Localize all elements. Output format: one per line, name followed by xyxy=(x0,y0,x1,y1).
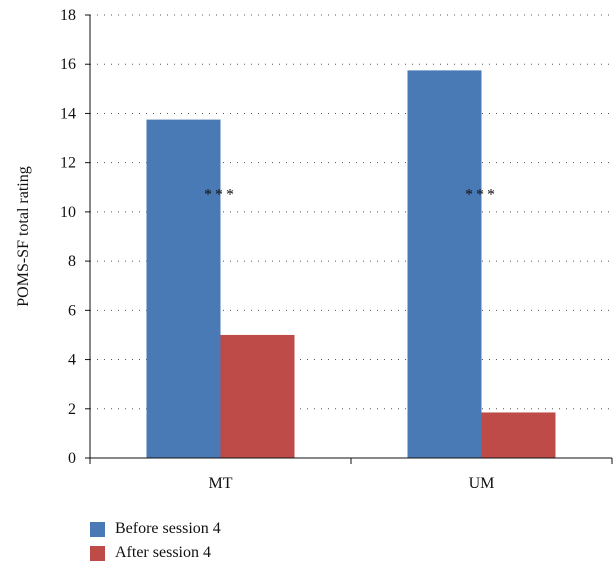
x-tick-label-mt: MT xyxy=(209,475,233,492)
y-tick-label: 6 xyxy=(68,302,76,319)
legend-label-before: Before session 4 xyxy=(115,520,221,537)
legend-swatch-after xyxy=(90,545,105,561)
y-tick-label: 0 xyxy=(68,450,76,467)
y-tick-label: 14 xyxy=(60,105,76,122)
axes xyxy=(85,14,613,464)
legend: Before session 4 After session 4 xyxy=(90,519,221,563)
significance-marker-um: *** xyxy=(465,187,498,204)
y-tick-label: 10 xyxy=(60,204,76,221)
significance-marker-mt: *** xyxy=(204,187,237,204)
bar-mt-before xyxy=(146,119,221,458)
y-tick-label: 8 xyxy=(68,253,76,270)
bar-mt-after xyxy=(220,334,295,458)
y-axis-label: POMS-SF total rating xyxy=(15,166,32,306)
bars xyxy=(146,70,556,458)
labels: 0 2 4 6 8 10 12 14 16 18 MT *** UM *** POMS-SF total r… xyxy=(15,7,498,492)
y-tick-label: 12 xyxy=(60,155,76,172)
x-tick-label-um: UM xyxy=(469,475,495,492)
legend-swatch-before xyxy=(90,521,105,537)
y-tick-label: 18 xyxy=(60,7,76,24)
bar-um-before xyxy=(407,70,482,458)
legend-label-after: After session 4 xyxy=(115,544,211,561)
gridlines xyxy=(90,14,612,410)
y-tick-label: 16 xyxy=(60,56,76,73)
bar-um-after xyxy=(481,412,556,458)
y-tick-label: 2 xyxy=(68,401,76,418)
legend-item-before: Before session 4 xyxy=(90,519,221,539)
y-tick-label: 4 xyxy=(68,352,76,369)
legend-item-after: After session 4 xyxy=(90,543,221,563)
